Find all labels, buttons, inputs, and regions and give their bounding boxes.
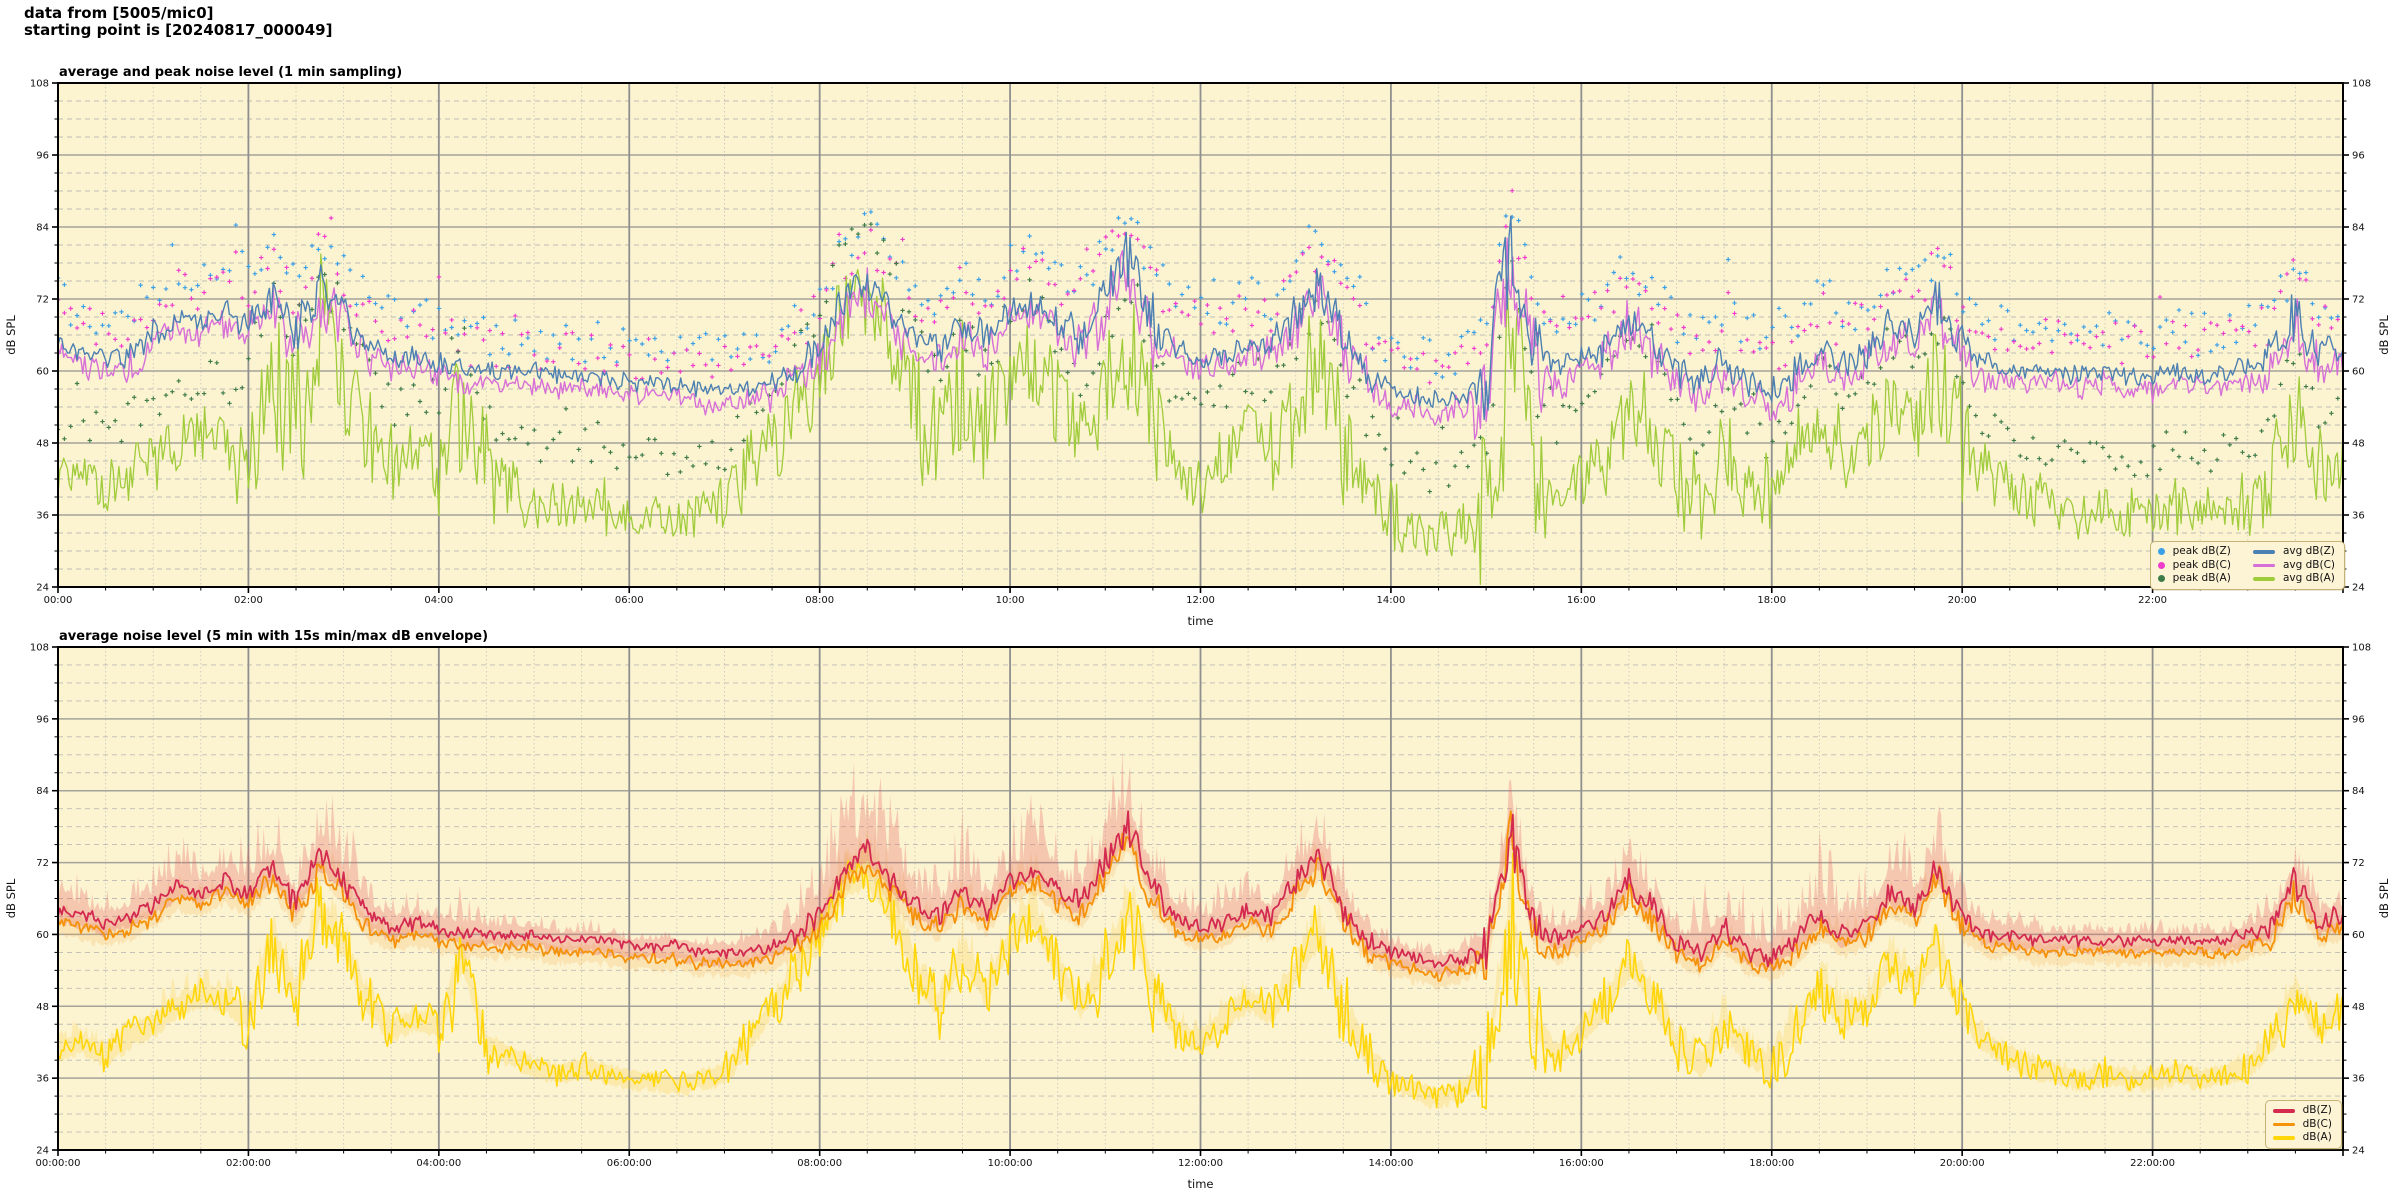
series-dB(C) [58,810,2343,982]
series-avg dB(Z) [58,215,2343,421]
y-tick-label-left: 84 [36,223,49,234]
y-axis-label-left: dB SPL [4,878,18,918]
y-tick-label-right: 72 [2352,858,2365,869]
series-avg dB(A) [58,253,2343,586]
y-tick-label-left: 72 [36,858,49,869]
y-tick-label-right: 60 [2352,930,2365,941]
y-tick-label-left: 108 [30,79,49,90]
y-tick-label-right: 48 [2352,1002,2365,1013]
x-tick-label: 20:00:00 [1940,1158,1985,1169]
chart-title: average noise level (5 min with 15s min/… [59,629,488,644]
envelope-dB(Z) [58,750,2343,979]
y-tick-label-left: 24 [36,583,49,594]
y-axis-label-right: dB SPL [2377,315,2391,355]
x-tick-label: 08:00:00 [797,1158,842,1169]
x-tick-label: 18:00 [1757,595,1786,606]
x-tick-label: 14:00:00 [1368,1158,1413,1169]
chart-title: average and peak noise level (1 min samp… [59,65,402,80]
y-tick-label-left: 36 [36,1074,49,1085]
header-starting-point: starting point is [20240817_000049] [24,21,333,39]
series-dB(A) [58,852,2343,1110]
x-tick-label: 02:00 [234,595,263,606]
x-tick-label: 06:00 [615,595,644,606]
x-axis-label: time [1188,1177,1214,1191]
x-tick-label: 10:00 [996,595,1025,606]
series-layer [58,750,2343,1110]
y-tick-label-left: 60 [36,367,49,378]
envelope-dB(C) [58,809,2343,993]
x-tick-label: 12:00 [1186,595,1215,606]
x-tick-label: 04:00:00 [416,1158,461,1169]
x-tick-label: 10:00:00 [988,1158,1033,1169]
y-tick-label-left: 84 [36,786,49,797]
y-tick-label-right: 108 [2352,643,2371,654]
series-layer [58,188,2343,586]
y-tick-label-left: 96 [36,714,49,725]
x-tick-label: 20:00 [1948,595,1977,606]
axes: 24 24 36 36 48 48 60 60 72 72 84 84 96 96 108 108 00:00:… [30,643,2371,1170]
x-tick-label: 16:00:00 [1559,1158,1604,1169]
y-tick-label-left: 108 [30,643,49,654]
y-tick-label-right: 96 [2352,714,2365,725]
y-axis-label-left: dB SPL [4,315,18,355]
y-tick-label-left: 96 [36,151,49,162]
y-tick-label-left: 48 [36,1002,49,1013]
y-tick-label-left: 36 [36,511,49,522]
x-tick-label: 04:00 [424,595,453,606]
chart-1: 24 24 36 36 48 48 60 60 72 72 84 84 96 96 108 108 00:00:… [4,629,2391,1191]
y-tick-label-right: 72 [2352,295,2365,306]
y-tick-label-right: 60 [2352,367,2365,378]
axes: 24 24 36 36 48 48 60 60 72 72 84 84 96 96 108 108 00:00 0… [30,79,2371,607]
y-tick-label-right: 48 [2352,439,2365,450]
x-tick-label: 06:00:00 [607,1158,652,1169]
x-tick-label: 22:00:00 [2130,1158,2175,1169]
x-tick-label: 22:00 [2138,595,2167,606]
y-tick-label-right: 36 [2352,1074,2365,1085]
x-tick-label: 02:00:00 [226,1158,271,1169]
y-tick-label-right: 36 [2352,511,2365,522]
chart-0: 24 24 36 36 48 48 60 60 72 72 84 84 96 96 108 108 00:00 0… [4,65,2391,628]
y-tick-label-left: 48 [36,439,49,450]
y-tick-label-right: 24 [2352,1146,2365,1157]
y-tick-label-left: 24 [36,1146,49,1157]
series-dB(Z) [58,810,2343,970]
y-tick-label-left: 60 [36,930,49,941]
x-tick-label: 08:00 [805,595,834,606]
x-tick-label: 00:00 [44,595,73,606]
y-tick-label-left: 72 [36,295,49,306]
grid [58,647,2343,1150]
y-tick-label-right: 96 [2352,151,2365,162]
y-tick-label-right: 108 [2352,79,2371,90]
header-data-source: data from [5005/mic0] [24,4,214,22]
envelope-dB(A) [58,827,2343,1110]
y-axis-label-right: dB SPL [2377,878,2391,918]
x-axis-label: time [1188,614,1214,628]
x-tick-label: 18:00:00 [1749,1158,1794,1169]
series-peak dB(C) [58,188,2340,385]
y-tick-label-right: 84 [2352,786,2365,797]
x-tick-label: 12:00:00 [1178,1158,1223,1169]
x-tick-label: 00:00:00 [36,1158,81,1169]
x-tick-label: 16:00 [1567,595,1596,606]
x-tick-label: 14:00 [1377,595,1406,606]
y-tick-label-right: 24 [2352,583,2365,594]
figure-header: data from [5005/mic0] starting point is … [24,5,332,39]
y-tick-label-right: 84 [2352,223,2365,234]
